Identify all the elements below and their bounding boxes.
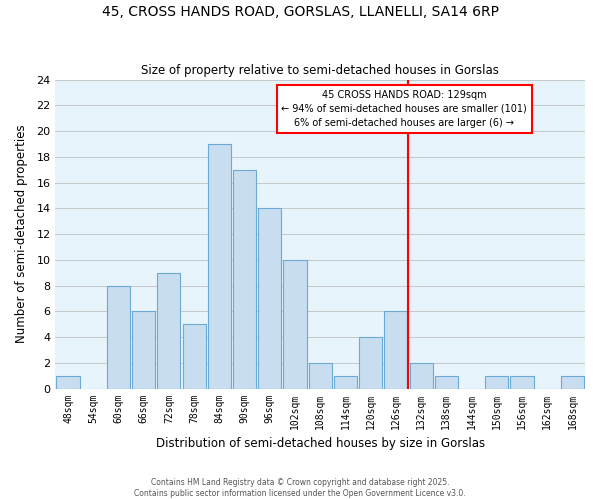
Bar bbox=[511, 376, 533, 388]
Bar bbox=[233, 170, 256, 388]
Bar bbox=[359, 337, 382, 388]
Text: 45 CROSS HANDS ROAD: 129sqm
← 94% of semi-detached houses are smaller (101)
6% o: 45 CROSS HANDS ROAD: 129sqm ← 94% of sem… bbox=[281, 90, 527, 128]
Bar bbox=[308, 363, 332, 388]
Bar bbox=[208, 144, 231, 388]
Bar bbox=[334, 376, 357, 388]
Bar bbox=[182, 324, 206, 388]
Text: 45, CROSS HANDS ROAD, GORSLAS, LLANELLI, SA14 6RP: 45, CROSS HANDS ROAD, GORSLAS, LLANELLI,… bbox=[101, 5, 499, 19]
Y-axis label: Number of semi-detached properties: Number of semi-detached properties bbox=[15, 124, 28, 344]
Bar bbox=[258, 208, 281, 388]
Bar bbox=[283, 260, 307, 388]
Bar bbox=[56, 376, 80, 388]
Bar bbox=[385, 312, 407, 388]
Bar bbox=[132, 312, 155, 388]
Text: Contains HM Land Registry data © Crown copyright and database right 2025.
Contai: Contains HM Land Registry data © Crown c… bbox=[134, 478, 466, 498]
Bar bbox=[435, 376, 458, 388]
Bar bbox=[561, 376, 584, 388]
Bar bbox=[485, 376, 508, 388]
X-axis label: Distribution of semi-detached houses by size in Gorslas: Distribution of semi-detached houses by … bbox=[155, 437, 485, 450]
Bar bbox=[410, 363, 433, 388]
Title: Size of property relative to semi-detached houses in Gorslas: Size of property relative to semi-detach… bbox=[141, 64, 499, 77]
Bar bbox=[157, 272, 181, 388]
Bar bbox=[107, 286, 130, 389]
